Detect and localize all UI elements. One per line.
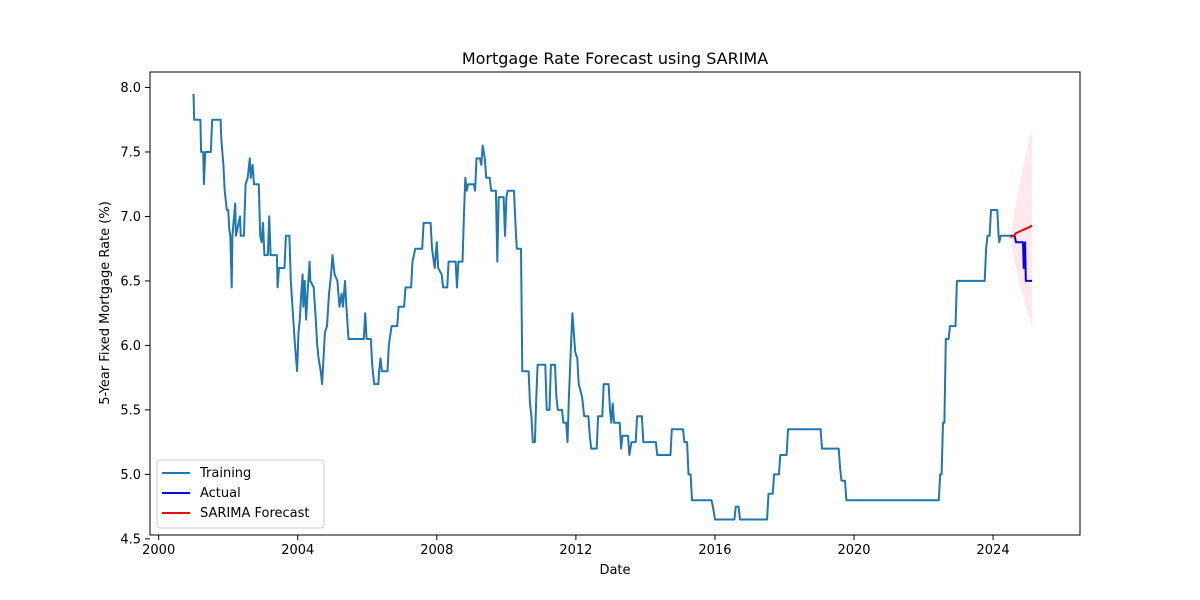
- y-tick-label-6.0: 6.0: [120, 339, 141, 354]
- legend-label-sarima-forecast: SARIMA Forecast: [200, 506, 310, 521]
- series-line-actual: [1010, 234, 1032, 282]
- y-tick-label-5.0: 5.0: [120, 468, 141, 483]
- x-tick-label-2008: 2008: [420, 543, 453, 558]
- legend-box: [156, 459, 325, 529]
- y-tick-label-8.0: 8.0: [120, 81, 141, 96]
- x-axis-ticks: 2000 2004 2008 2012 2016 2020 2024: [142, 535, 1010, 558]
- x-tick-label-2000: 2000: [142, 543, 175, 558]
- legend-label-training: Training: [199, 466, 251, 481]
- y-axis-ticks: 4.5 5.0 5.5 6.0 6.5 7.0 7.5 8.0: [120, 81, 150, 547]
- series-line-training: [192, 93, 1011, 521]
- y-tick-label-4.5: 4.5: [120, 532, 141, 547]
- x-tick-label-2012: 2012: [559, 543, 592, 558]
- x-tick-label-2020: 2020: [837, 543, 870, 558]
- x-axis-label: Date: [599, 563, 630, 578]
- x-tick-label-2016: 2016: [698, 543, 731, 558]
- x-tick-label-2004: 2004: [281, 543, 314, 558]
- series-line-sarima-forecast: [1010, 224, 1033, 239]
- legend-label-actual: Actual: [200, 486, 241, 501]
- x-tick-label-2024: 2024: [977, 543, 1010, 558]
- y-tick-label-6.5: 6.5: [120, 274, 141, 289]
- legend: Training Actual SARIMA Forecast: [156, 459, 325, 529]
- y-tick-label-5.5: 5.5: [120, 403, 141, 418]
- chart-title: Mortgage Rate Forecast using SARIMA: [462, 49, 768, 68]
- y-tick-label-7.0: 7.0: [120, 210, 141, 225]
- y-tick-label-7.5: 7.5: [120, 145, 141, 160]
- plot-frame: [149, 71, 1081, 536]
- y-axis-label: 5-Year Fixed Mortgage Rate (%): [98, 201, 113, 405]
- series-layer: [192, 93, 1033, 521]
